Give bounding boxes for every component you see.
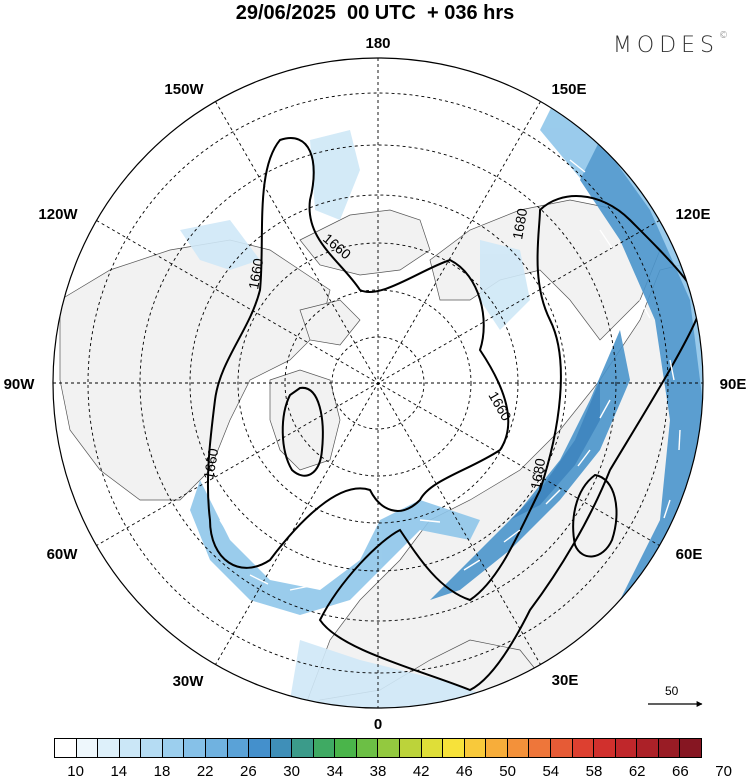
colorbar-cell (680, 739, 701, 757)
lon-label-90w: 90W (4, 376, 36, 393)
colorbar-cell (292, 739, 314, 757)
colorbar-tick-label: 62 (628, 763, 646, 780)
colorbar-cell (270, 739, 293, 757)
lon-label-60e: 60E (676, 546, 703, 563)
colorbar-tick-label: 38 (369, 763, 387, 780)
colorbar-cell (98, 739, 120, 757)
map-title: 29/06/2025 00 UTC + 036 hrs (235, 2, 515, 24)
lon-label-30e: 30E (552, 672, 579, 689)
colorbar-cell (205, 739, 228, 757)
colorbar-tick-label: 70 (715, 763, 732, 780)
colorbar-cell (464, 739, 487, 757)
colorbar-cell (141, 739, 163, 757)
contour-label: 1660 (200, 447, 221, 481)
colorbar-tick-label: 26 (240, 763, 257, 780)
lon-label-150e: 150E (551, 81, 586, 98)
contour-small-ellipse-west (281, 386, 324, 477)
colorbar-tick-label: 66 (672, 763, 689, 780)
colorbar-cell (443, 739, 465, 757)
colorbar-cell (658, 739, 681, 757)
polar-map: 1660 1660 1680 1660 1680 1660 180 150E 1… (4, 35, 747, 733)
colorbar-cell (249, 739, 271, 757)
colorbar-cell (356, 739, 379, 757)
brand-text: MODES (612, 33, 719, 58)
contour-label: 1680 (527, 457, 548, 491)
lon-label-30w: 30W (173, 673, 205, 690)
contour-east-big (318, 195, 702, 692)
lon-label-120w: 120W (38, 206, 78, 223)
colorbar-tick-label: 58 (585, 763, 603, 780)
lon-label-150w: 150W (164, 81, 204, 98)
colorbar-tick-label: 14 (110, 763, 128, 780)
colorbar-cell (335, 739, 357, 757)
colorbar-tick-label: 50 (499, 763, 516, 780)
colorbar-tick-label: 30 (283, 763, 300, 780)
colorbar-cell (227, 739, 250, 757)
contour-small-ellipse-east (572, 473, 618, 558)
colorbar-cell (486, 739, 508, 757)
colorbar-cell (55, 739, 77, 757)
colorbar-cell (400, 739, 422, 757)
colorbar (54, 738, 702, 758)
wind-band-light-west (180, 220, 260, 270)
colorbar-ticks: 10 14 18 22 26 30 34 38 42 46 50 54 58 62 66 70 (54, 763, 732, 781)
geopotential-contours (206, 137, 702, 692)
colorbar-cell (507, 739, 530, 757)
colorbar-cell (162, 739, 185, 757)
colorbar-tick-label: 10 (67, 763, 84, 780)
colorbar-cell (615, 739, 638, 757)
lon-label-180: 180 (365, 35, 390, 52)
colorbar-tick-label: 46 (456, 763, 473, 780)
lon-label-0: 0 (374, 716, 382, 733)
contour-label: 1660 (245, 257, 266, 291)
wind-band-light-nw (480, 240, 530, 330)
colorbar-cell (313, 739, 336, 757)
colorbar-cell (572, 739, 595, 757)
graticule (53, 58, 703, 708)
lon-label-60w: 60W (47, 546, 79, 563)
wind-band-jet (430, 330, 630, 600)
colorbar-tick-label: 42 (412, 763, 430, 780)
lon-label-120e: 120E (675, 206, 710, 223)
reference-vector-label: 50 (665, 684, 679, 698)
brand-mark: © (719, 31, 728, 41)
brand-logo: MODES© (612, 31, 728, 58)
contour-label: 1680 (509, 207, 530, 241)
colorbar-cell (421, 739, 444, 757)
colorbar-cell (184, 739, 206, 757)
contour-west-loop (206, 137, 510, 569)
colorbar-cell (378, 739, 400, 757)
colorbar-cell (529, 739, 551, 757)
colorbar-cell (550, 739, 573, 757)
colorbar-cell (76, 739, 99, 757)
wind-band-jet-core (510, 380, 600, 520)
alaska-land (299, 209, 431, 276)
colorbar-cell (594, 739, 616, 757)
colorbar-tick-label: 22 (196, 763, 214, 780)
colorbar-tick-label: 54 (542, 763, 560, 780)
map-boundary (52, 57, 704, 709)
colorbar-tick-label: 34 (326, 763, 344, 780)
lon-label-90e: 90E (720, 376, 747, 393)
colorbar-tick-label: 18 (153, 763, 171, 780)
colorbar-cell (119, 739, 142, 757)
colorbar-cell (637, 739, 659, 757)
